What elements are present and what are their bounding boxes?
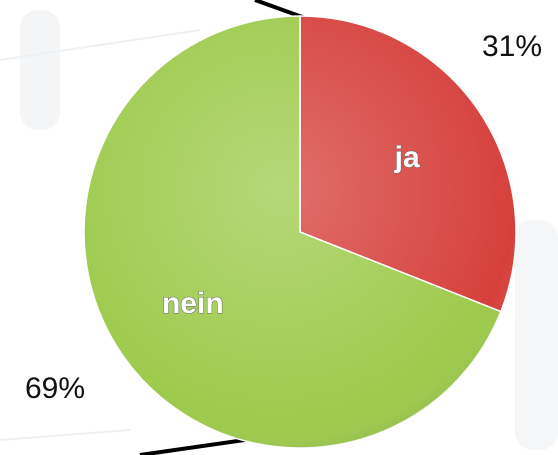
- slice-label: nein: [162, 287, 224, 320]
- percent-label: 31%: [482, 30, 542, 63]
- slice-label: ja: [394, 141, 420, 174]
- percent-label: 69%: [25, 372, 85, 405]
- leader-line: [254, 0, 306, 20]
- pie: [83, 15, 517, 449]
